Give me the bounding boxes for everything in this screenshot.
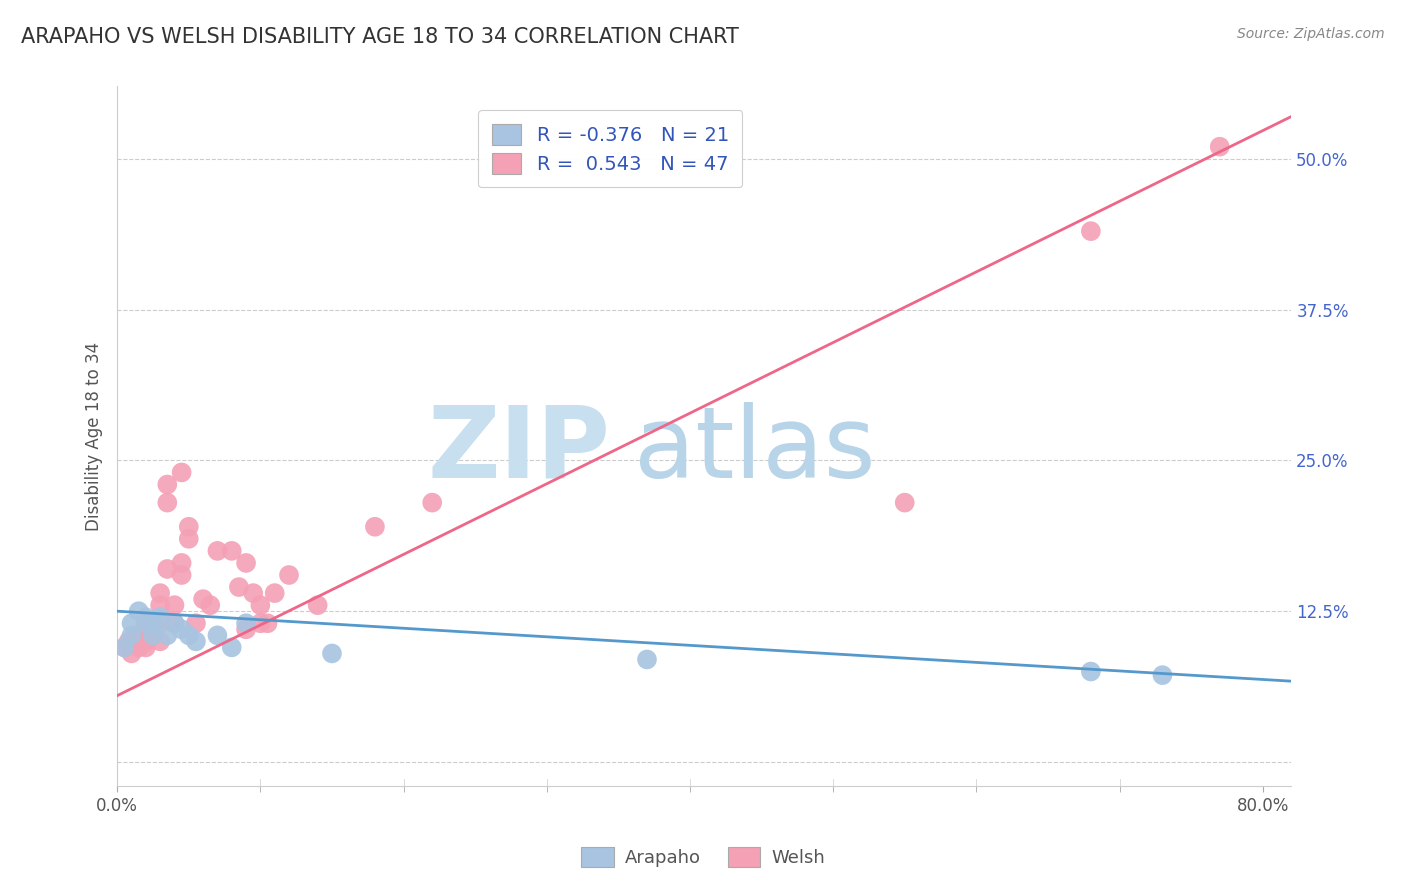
Point — [142, 628, 165, 642]
Point — [135, 616, 157, 631]
Point — [124, 634, 146, 648]
Point — [128, 640, 150, 655]
Point — [256, 616, 278, 631]
Point — [235, 556, 257, 570]
Point — [163, 598, 186, 612]
Point — [249, 616, 271, 631]
Point — [1080, 665, 1102, 679]
Point — [278, 568, 301, 582]
Point — [149, 616, 172, 631]
Point — [156, 495, 179, 509]
Point — [142, 616, 165, 631]
Point — [121, 616, 143, 631]
Point — [1152, 668, 1174, 682]
Point — [121, 647, 143, 661]
Point — [177, 532, 200, 546]
Point — [235, 616, 257, 631]
Point — [112, 640, 135, 655]
Text: Source: ZipAtlas.com: Source: ZipAtlas.com — [1237, 27, 1385, 41]
Point — [1080, 224, 1102, 238]
Legend: R = -0.376   N = 21, R =  0.543   N = 47: R = -0.376 N = 21, R = 0.543 N = 47 — [478, 110, 742, 187]
Point — [170, 568, 193, 582]
Point — [184, 616, 207, 631]
Point — [263, 586, 285, 600]
Point — [149, 610, 172, 624]
Point — [149, 634, 172, 648]
Point — [170, 466, 193, 480]
Point — [135, 616, 157, 631]
Point — [893, 495, 915, 509]
Point — [207, 544, 229, 558]
Point — [420, 495, 443, 509]
Point — [121, 628, 143, 642]
Y-axis label: Disability Age 18 to 34: Disability Age 18 to 34 — [86, 342, 103, 531]
Point — [221, 544, 243, 558]
Point — [112, 640, 135, 655]
Point — [228, 580, 250, 594]
Point — [307, 598, 329, 612]
Point — [364, 520, 387, 534]
Point — [138, 616, 160, 631]
Point — [321, 647, 343, 661]
Point — [142, 616, 165, 631]
Point — [1209, 139, 1232, 153]
Point — [191, 592, 214, 607]
Text: ARAPAHO VS WELSH DISABILITY AGE 18 TO 34 CORRELATION CHART: ARAPAHO VS WELSH DISABILITY AGE 18 TO 34… — [21, 27, 740, 46]
Point — [156, 628, 179, 642]
Point — [156, 477, 179, 491]
Point — [636, 652, 658, 666]
Point — [163, 616, 186, 631]
Point — [135, 640, 157, 655]
Point — [156, 562, 179, 576]
Point — [177, 628, 200, 642]
Point — [135, 610, 157, 624]
Text: ZIP: ZIP — [427, 401, 610, 499]
Point — [128, 628, 150, 642]
Point — [249, 598, 271, 612]
Point — [149, 598, 172, 612]
Point — [142, 628, 165, 642]
Point — [117, 634, 139, 648]
Point — [184, 634, 207, 648]
Text: atlas: atlas — [634, 401, 876, 499]
Point — [177, 520, 200, 534]
Point — [163, 616, 186, 631]
Point — [235, 622, 257, 636]
Point — [132, 628, 155, 642]
Point — [221, 640, 243, 655]
Legend: Arapaho, Welsh: Arapaho, Welsh — [574, 839, 832, 874]
Point — [149, 586, 172, 600]
Point — [170, 622, 193, 636]
Point — [128, 604, 150, 618]
Point — [200, 598, 222, 612]
Point — [207, 628, 229, 642]
Point — [135, 634, 157, 648]
Point — [242, 586, 264, 600]
Point — [170, 556, 193, 570]
